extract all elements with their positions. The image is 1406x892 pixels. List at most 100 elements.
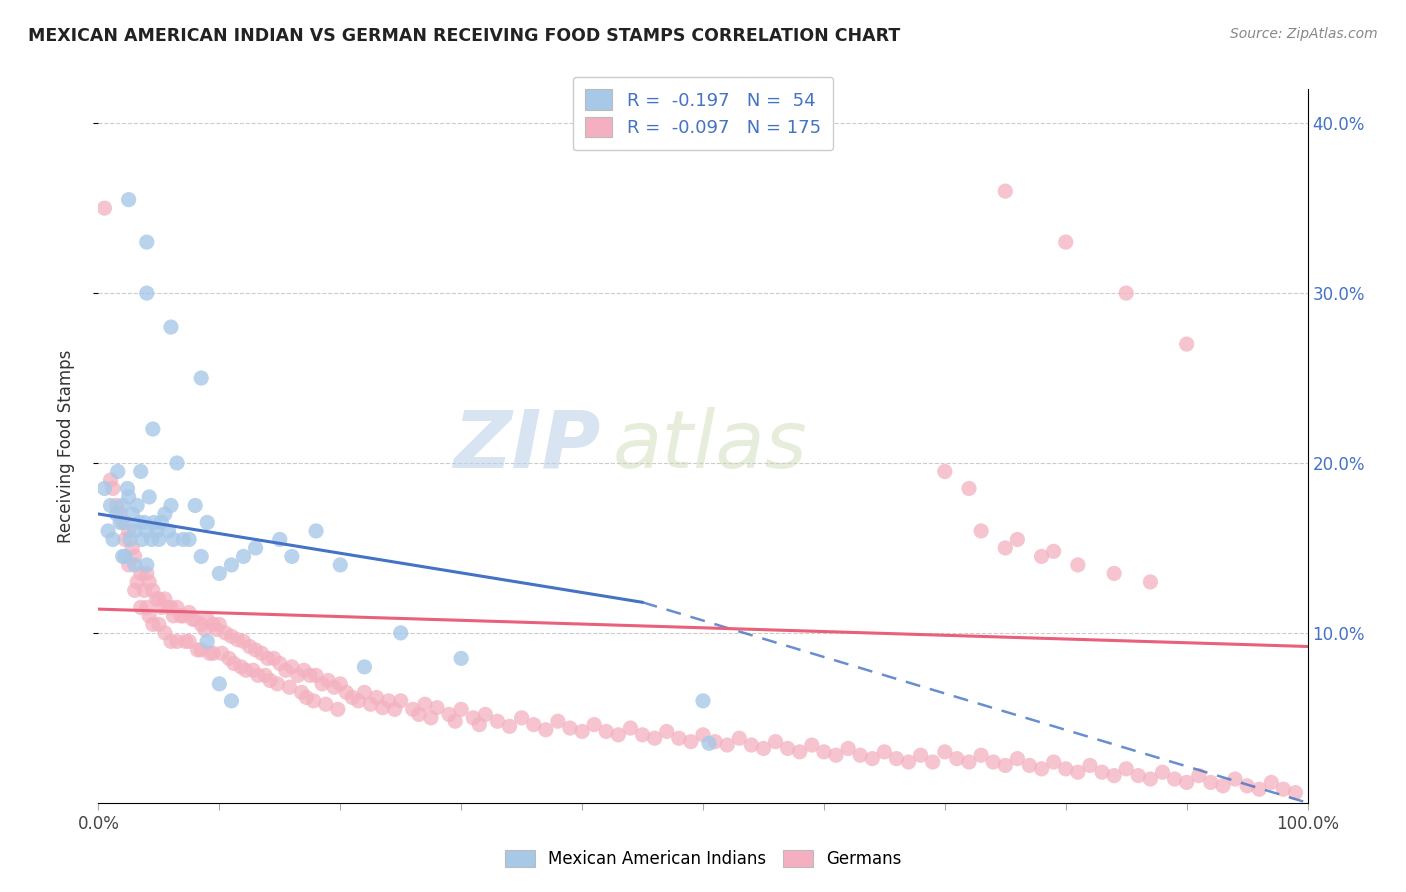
Point [360, 698, 382, 712]
Point [329, 558, 352, 572]
Point [1199, 775, 1222, 789]
Point [413, 698, 436, 712]
Point [169, 608, 191, 623]
Point [311, 677, 333, 691]
Point [329, 677, 352, 691]
Point [946, 751, 969, 765]
Point [143, 516, 166, 530]
Point [1272, 782, 1295, 797]
Point [716, 738, 738, 752]
Point [305, 524, 328, 538]
Point [402, 702, 425, 716]
Point [221, 629, 243, 643]
Point [138, 490, 160, 504]
Point [105, 499, 128, 513]
Point [860, 751, 883, 765]
Point [214, 626, 236, 640]
Point [190, 617, 212, 632]
Point [263, 651, 285, 665]
Point [127, 574, 149, 589]
Point [114, 533, 136, 547]
Point [135, 235, 157, 249]
Point [1128, 769, 1150, 783]
Point [114, 516, 136, 530]
Point [1139, 772, 1161, 786]
Point [752, 741, 775, 756]
Point [250, 646, 273, 660]
Point [886, 751, 908, 765]
Point [195, 634, 218, 648]
Point [692, 694, 714, 708]
Point [142, 583, 165, 598]
Point [1007, 533, 1029, 547]
Point [1152, 765, 1174, 780]
Point [934, 465, 956, 479]
Point [108, 516, 131, 530]
Point [957, 755, 980, 769]
Point [274, 663, 297, 677]
Legend: R =  -0.197   N =  54, R =  -0.097   N = 175: R = -0.197 N = 54, R = -0.097 N = 175 [572, 77, 834, 150]
Point [118, 533, 141, 547]
Point [1102, 566, 1125, 581]
Point [135, 558, 157, 572]
Point [108, 507, 131, 521]
Point [1163, 772, 1185, 786]
Point [1054, 762, 1077, 776]
Point [278, 680, 301, 694]
Point [208, 617, 231, 632]
Point [1175, 337, 1198, 351]
Point [160, 499, 183, 513]
Point [1236, 779, 1258, 793]
Point [1284, 786, 1306, 800]
Point [166, 456, 188, 470]
Point [302, 694, 325, 708]
Point [166, 634, 188, 648]
Point [266, 677, 288, 691]
Point [305, 668, 328, 682]
Point [150, 516, 173, 530]
Point [1115, 286, 1137, 301]
Point [162, 608, 184, 623]
Point [1212, 779, 1234, 793]
Point [776, 741, 799, 756]
Point [825, 748, 848, 763]
Point [1223, 772, 1246, 786]
Point [934, 745, 956, 759]
Point [202, 617, 225, 632]
Point [849, 748, 872, 763]
Point [595, 724, 617, 739]
Point [118, 490, 141, 504]
Point [444, 714, 467, 729]
Point [245, 643, 267, 657]
Point [153, 507, 176, 521]
Point [789, 745, 811, 759]
Point [145, 591, 167, 606]
Point [245, 541, 267, 555]
Point [463, 711, 485, 725]
Point [583, 717, 606, 731]
Point [135, 600, 157, 615]
Point [377, 694, 399, 708]
Point [347, 694, 370, 708]
Point [1091, 765, 1114, 780]
Point [295, 690, 318, 705]
Point [498, 719, 520, 733]
Point [135, 524, 157, 538]
Point [184, 612, 207, 626]
Point [259, 673, 281, 688]
Point [190, 549, 212, 564]
Point [101, 533, 124, 547]
Point [232, 634, 254, 648]
Point [179, 634, 201, 648]
Point [1115, 762, 1137, 776]
Text: MEXICAN AMERICAN INDIAN VS GERMAN RECEIVING FOOD STAMPS CORRELATION CHART: MEXICAN AMERICAN INDIAN VS GERMAN RECEIV… [28, 27, 900, 45]
Point [1175, 775, 1198, 789]
Point [111, 516, 134, 530]
Point [290, 685, 312, 699]
Point [172, 608, 194, 623]
Point [93, 201, 115, 215]
Point [142, 617, 165, 632]
Point [105, 507, 128, 521]
Point [114, 549, 136, 564]
Point [107, 465, 129, 479]
